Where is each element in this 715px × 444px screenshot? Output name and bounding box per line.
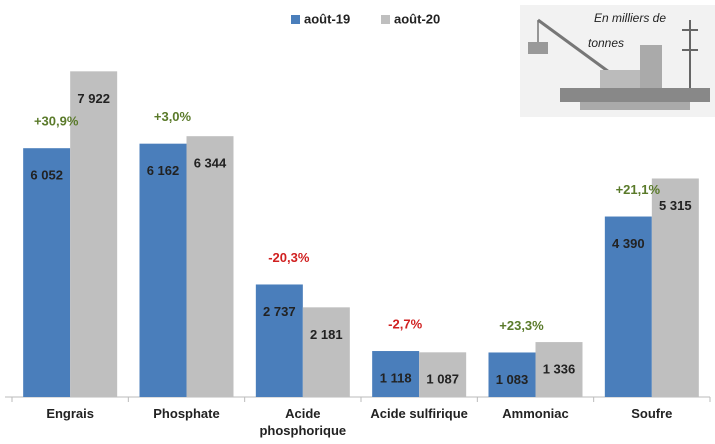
legend-swatch [381, 15, 390, 24]
value-label: 6 052 [30, 168, 63, 183]
legend-label: août-19 [304, 11, 350, 26]
chart-page: En milliers detonnes août-19août-206 052… [0, 0, 715, 444]
change-label: +3,0% [154, 109, 192, 124]
value-label: 1 336 [543, 362, 576, 377]
change-label: -2,7% [388, 316, 422, 331]
x-tick-label: Engrais [15, 405, 125, 422]
x-tick-label: Acide sulfirique [364, 405, 474, 422]
value-label: 2 737 [263, 304, 296, 319]
value-label: 1 118 [380, 370, 412, 385]
value-label: 1 083 [496, 372, 529, 387]
value-label: 6 162 [147, 163, 180, 178]
bar [23, 148, 70, 397]
legend-label: août-20 [394, 11, 440, 26]
change-label: +23,3% [499, 318, 544, 333]
legend-swatch [291, 15, 300, 24]
x-tick-label: Ammoniac [481, 405, 591, 422]
value-label: 7 922 [77, 91, 110, 106]
change-label: +21,1% [616, 182, 661, 197]
x-tick-label: Acide phosphorique [248, 405, 358, 439]
x-tick-label: Soufre [597, 405, 707, 422]
bar [187, 136, 234, 397]
chart: En milliers detonnes août-19août-206 052… [0, 0, 715, 444]
bar [256, 284, 303, 397]
value-label: 5 315 [659, 198, 692, 213]
change-label: +30,9% [34, 114, 79, 129]
value-label: 6 344 [194, 156, 227, 171]
value-label: 2 181 [310, 327, 343, 342]
value-label: 4 390 [612, 236, 645, 251]
value-label: 1 087 [426, 372, 459, 387]
bar [303, 307, 350, 397]
change-label: -20,3% [268, 250, 310, 265]
x-tick-label: Phosphate [132, 405, 242, 422]
bar [140, 144, 187, 397]
